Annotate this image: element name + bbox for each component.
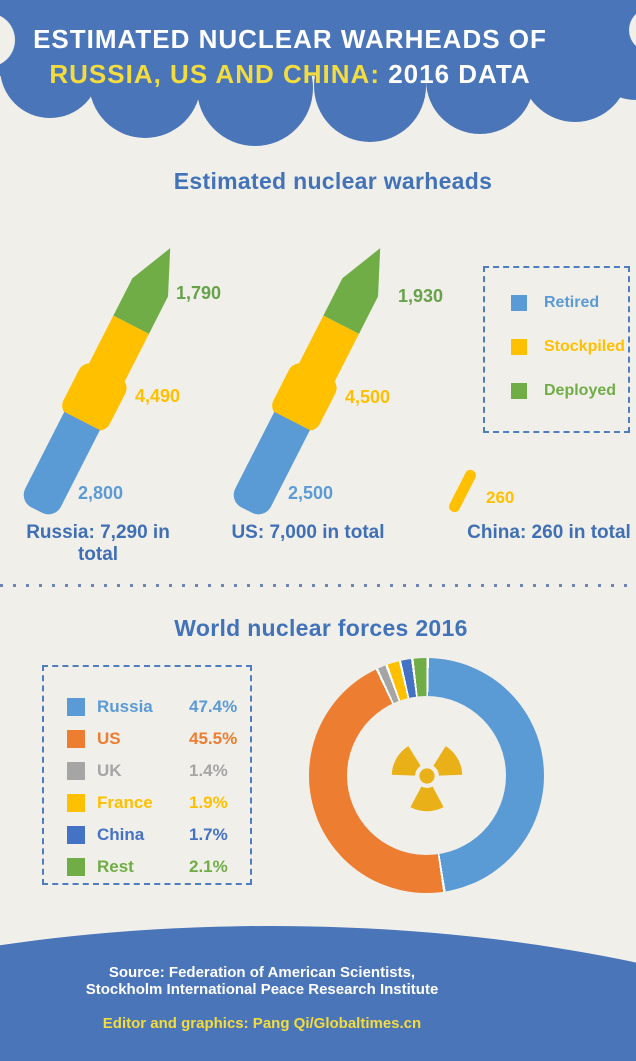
legend-row-deployed: Deployed — [511, 382, 628, 400]
russia-stockpiled-value: 4,490 — [135, 386, 181, 406]
page-title-rest: 2016 DATA — [379, 59, 531, 89]
page-title-line1: ESTIMATED NUCLEAR WARHEADS OF — [33, 24, 547, 54]
legend-row-france: France 1.9% — [67, 793, 250, 813]
stockpiled-swatch — [511, 339, 527, 355]
page-title-line2: RUSSIA, US AND CHINA: 2016 DATA — [0, 57, 580, 92]
us-total-label: US: 7,000 in total — [231, 522, 385, 543]
france-label: France — [97, 793, 153, 812]
france-swatch — [67, 794, 85, 812]
warheads-heading: Estimated nuclear warheads — [173, 168, 493, 194]
legend-row-us: US 45.5% — [67, 729, 250, 749]
us-retired-value: 2,500 — [288, 483, 334, 503]
retired-swatch — [511, 295, 527, 311]
us-swatch — [67, 730, 85, 748]
forces-legend: Russia 47.4% US 45.5% UK 1.4% France 1.9… — [42, 665, 252, 885]
legend-row-rest: Rest 2.1% — [67, 857, 250, 877]
legend-row-retired: Retired — [511, 294, 628, 312]
china-label: China — [97, 825, 145, 844]
us-label: US — [97, 729, 121, 748]
rest-swatch — [67, 858, 85, 876]
donut-hole — [347, 696, 506, 855]
rest-label: Rest — [97, 857, 134, 876]
russia-retired-value: 2,800 — [78, 483, 124, 503]
china-value: 260 — [486, 488, 515, 507]
china-missile-icon — [447, 468, 478, 514]
footer-source: Source: Federation of American Scientist… — [0, 964, 524, 998]
russia-label: Russia — [97, 697, 153, 716]
russia-missile-icon — [23, 248, 171, 515]
forces-heading: World nuclear forces 2016 — [174, 615, 468, 641]
russia-swatch — [67, 698, 85, 716]
dotted-separator — [0, 584, 636, 587]
us-missile-icon — [233, 248, 381, 515]
footer-source-line2: Stockholm International Peace Research I… — [85, 981, 439, 998]
legend-row-china: China 1.7% — [67, 825, 250, 845]
warheads-legend: Retired Stockpiled Deployed — [483, 266, 630, 433]
radiation-icon — [391, 745, 462, 811]
page-title: ESTIMATED NUCLEAR WARHEADS OF RUSSIA, US… — [0, 22, 580, 92]
uk-percent: 1.4% — [189, 761, 228, 780]
china-swatch — [67, 826, 85, 844]
legend-row-stockpiled: Stockpiled — [511, 338, 628, 356]
footer-background — [0, 926, 636, 1061]
france-percent: 1.9% — [189, 793, 228, 812]
uk-swatch — [67, 762, 85, 780]
russia-total-label: Russia: 7,290 in total — [26, 522, 170, 565]
stockpiled-label: Stockpiled — [544, 338, 625, 355]
legend-row-uk: UK 1.4% — [67, 761, 250, 781]
rest-percent: 2.1% — [189, 857, 228, 876]
deployed-swatch — [511, 383, 527, 399]
russia-deployed-value: 1,790 — [176, 283, 222, 303]
china-percent: 1.7% — [189, 825, 228, 844]
us-percent: 45.5% — [189, 729, 238, 748]
us-deployed-value: 1,930 — [398, 286, 444, 306]
donut-chart — [309, 658, 544, 893]
footer-source-line1: Source: Federation of American Scientist… — [108, 964, 416, 981]
uk-label: UK — [97, 761, 122, 780]
footer-editor: Editor and graphics: Pang Qi/Globaltimes… — [102, 1015, 422, 1032]
page-title-highlight: RUSSIA, US AND CHINA: — [49, 59, 380, 89]
russia-percent: 47.4% — [189, 697, 238, 716]
legend-row-russia: Russia 47.4% — [67, 697, 250, 717]
deployed-label: Deployed — [544, 382, 617, 399]
retired-label: Retired — [544, 294, 600, 311]
china-total-label: China: 260 in total — [467, 522, 631, 543]
us-stockpiled-value: 4,500 — [345, 387, 391, 407]
cloud-shape — [0, 0, 636, 146]
